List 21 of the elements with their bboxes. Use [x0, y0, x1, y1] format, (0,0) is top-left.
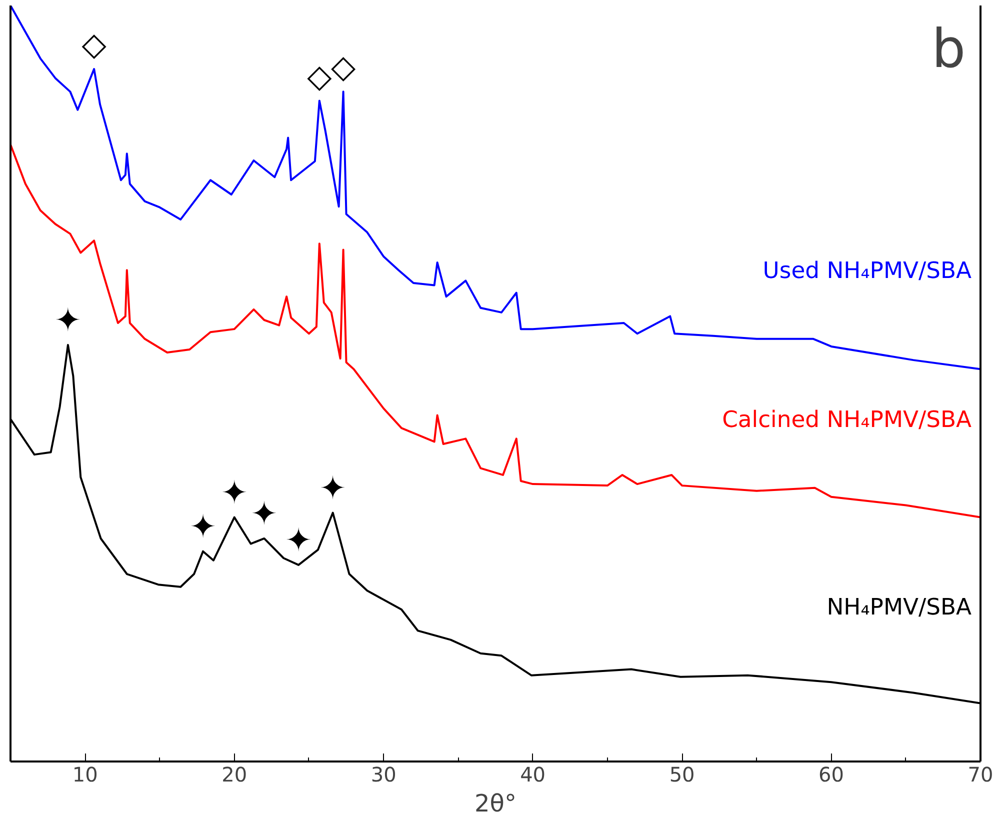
annotation: ✦: [250, 494, 278, 532]
annotation: ✦: [319, 468, 346, 507]
x-tick-label: 10: [72, 762, 98, 786]
annotation: ✦: [285, 520, 312, 559]
x-tick-label: 50: [669, 762, 695, 786]
x-tick-label: 70: [968, 762, 994, 786]
annotation: ✦: [54, 300, 82, 339]
text: NH₄PMV/SBA: [826, 594, 972, 620]
text: Calcined NH₄PMV/SBA: [722, 406, 972, 433]
x-tick-label: 60: [818, 762, 844, 786]
text: Used NH₄PMV/SBA: [762, 258, 972, 284]
x-axis-title: 2θ°: [474, 790, 516, 818]
annotation: ✦: [220, 473, 248, 512]
x-tick-label: 30: [370, 762, 396, 786]
annotation: ◇: [307, 56, 332, 95]
annotation: ✦: [190, 507, 216, 546]
annotation: ◇: [82, 25, 107, 64]
x-tick-label: 20: [222, 762, 248, 786]
annotation: b: [932, 16, 966, 80]
annotation: ◇: [330, 48, 356, 86]
x-tick-label: 40: [520, 762, 546, 786]
